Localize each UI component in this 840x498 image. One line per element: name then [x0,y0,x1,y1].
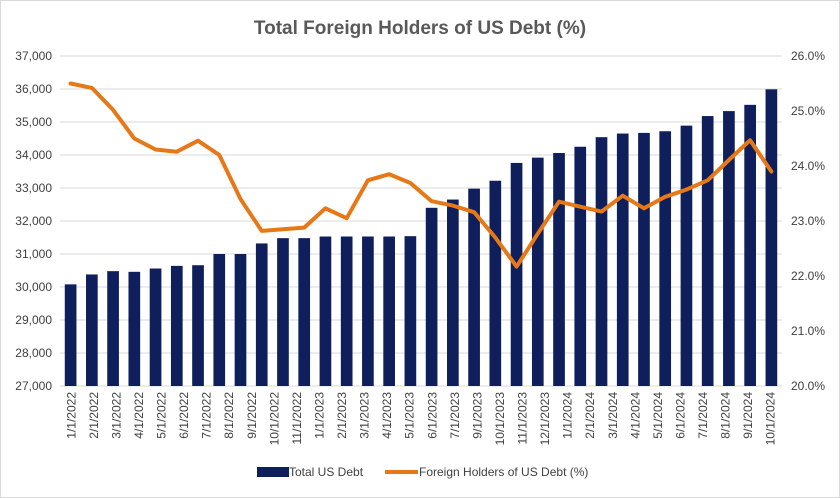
line-foreign-holders [68,81,774,269]
x-axis-tick-label: 1/1/2024 [561,392,575,439]
bar-total-us-debt [234,254,247,386]
legend-swatch-total-us-debt [257,467,289,477]
x-axis-tick-label: 12/1/2023 [538,392,552,446]
bar-total-us-debt [531,157,544,386]
bar-series-total-us-debt [64,89,778,387]
bar-total-us-debt [595,137,608,386]
legend-label-total-us-debt: Total US Debt [289,465,364,479]
bar-total-us-debt [510,162,523,386]
x-axis-tick-label: 11/1/2022 [290,392,304,445]
left-axis-tick-label: 27,000 [15,379,52,393]
bar-total-us-debt [765,89,778,386]
bar-total-us-debt [298,238,311,386]
left-axis-tick-label: 28,000 [15,346,52,360]
x-axis-tick-label: 2/1/2024 [583,392,597,439]
right-axis-tick-label: 20.0% [791,379,825,393]
x-axis-tick-label: 6/1/2023 [425,392,439,439]
x-axis-tick-label: 4/1/2022 [132,392,146,439]
bar-total-us-debt [107,271,119,386]
right-axis-ticks: 20.0% 21.0% 22.0% 23.0% 24.0% 25.0% 26.0% [791,49,825,393]
left-axis-ticks: 27,000 28,000 29,000 30,000 31,000 32,000 33,0… [15,49,52,393]
x-axis-tick-label: 7/1/2022 [200,392,214,439]
left-axis-tick-label: 34,000 [15,148,52,162]
bar-total-us-debt [64,284,77,386]
bar-total-us-debt [638,132,650,386]
left-axis-tick-label: 36,000 [15,82,52,96]
x-axis-tick-label: 9/1/2023 [470,392,484,439]
x-axis-tick-label: 9/1/2024 [741,392,755,439]
left-axis-tick-label: 33,000 [15,181,52,195]
bar-total-us-debt [404,236,417,386]
left-axis-tick-label: 37,000 [15,49,52,63]
x-axis-tick-label: 2/1/2023 [335,392,349,439]
x-axis-tick-label: 9/1/2022 [245,392,259,439]
bar-total-us-debt [170,265,183,386]
bar-total-us-debt [468,188,480,386]
left-axis-tick-label: 32,000 [15,214,52,228]
left-axis-tick-label: 35,000 [15,115,52,129]
bar-total-us-debt [213,254,226,386]
x-axis-tick-label: 5/1/2023 [403,392,417,439]
x-axis-tick-label: 5/1/2024 [651,392,665,439]
x-axis-tick-label: 8/1/2024 [719,392,733,439]
x-axis-tick-label: 1/1/2023 [312,392,326,439]
right-axis-tick-label: 24.0% [791,159,825,173]
bar-total-us-debt [192,265,204,386]
bar-total-us-debt [86,274,98,386]
x-axis-tick-label: 8/1/2022 [222,392,236,439]
x-axis-ticks: 1/1/2022 2/1/2022 3/1/2022 4/1/2022 5/1/2022… [64,392,777,446]
bar-total-us-debt [149,268,162,386]
bar-total-us-debt [616,133,629,386]
bar-total-us-debt [340,236,353,386]
left-axis-tick-label: 31,000 [15,247,52,261]
right-axis-tick-label: 22.0% [791,269,825,283]
x-axis-tick-label: 3/1/2024 [606,392,620,439]
bar-total-us-debt [744,104,756,386]
x-axis-tick-label: 11/1/2023 [516,392,530,445]
x-axis-tick-label: 3/1/2023 [358,392,372,439]
x-axis-tick-label: 2/1/2022 [87,392,101,439]
gridlines [60,55,782,387]
x-axis-tick-label: 1/1/2022 [64,392,78,439]
bar-total-us-debt [447,199,459,386]
bar-total-us-debt [362,236,374,386]
bar-total-us-debt [659,131,672,386]
line-series-foreign-holders [68,81,774,269]
x-axis-tick-label: 4/1/2023 [380,392,394,439]
x-axis-tick-label: 6/1/2022 [177,392,191,439]
bar-total-us-debt [680,125,693,386]
x-axis-tick-label: 10/1/2022 [267,392,281,446]
bar-total-us-debt [128,271,141,386]
bar-total-us-debt [489,180,502,386]
x-axis-tick-label: 10/1/2024 [764,392,778,446]
legend: Total US Debt Foreign Holders of US Debt… [257,465,588,479]
right-axis-tick-label: 26.0% [791,49,825,63]
left-axis-tick-label: 29,000 [15,313,52,327]
bar-total-us-debt [277,238,289,386]
bar-total-us-debt [255,243,268,386]
bar-total-us-debt [383,236,395,386]
x-axis-tick-label: 5/1/2022 [155,392,169,439]
right-axis-tick-label: 21.0% [791,324,825,338]
x-axis-tick-label: 4/1/2024 [628,392,642,439]
x-axis-tick-label: 7/1/2024 [696,392,710,439]
bar-total-us-debt [425,207,438,386]
bar-total-us-debt [553,153,565,386]
x-axis-tick-label: 6/1/2024 [673,392,687,439]
bar-total-us-debt [574,146,587,386]
right-axis-tick-label: 23.0% [791,214,825,228]
bar-total-us-debt [701,116,714,386]
x-axis-tick-label: 10/1/2023 [493,392,507,446]
right-axis-tick-label: 25.0% [791,104,825,118]
legend-label-foreign-holders: Foreign Holders of US Debt (%) [419,465,588,479]
bar-total-us-debt [319,236,332,386]
x-axis-tick-label: 3/1/2022 [109,392,123,439]
x-axis-tick-label: 7/1/2023 [448,392,462,439]
left-axis-tick-label: 30,000 [15,280,52,294]
chart-title: Total Foreign Holders of US Debt (%) [254,18,586,39]
bar-total-us-debt [723,111,735,387]
